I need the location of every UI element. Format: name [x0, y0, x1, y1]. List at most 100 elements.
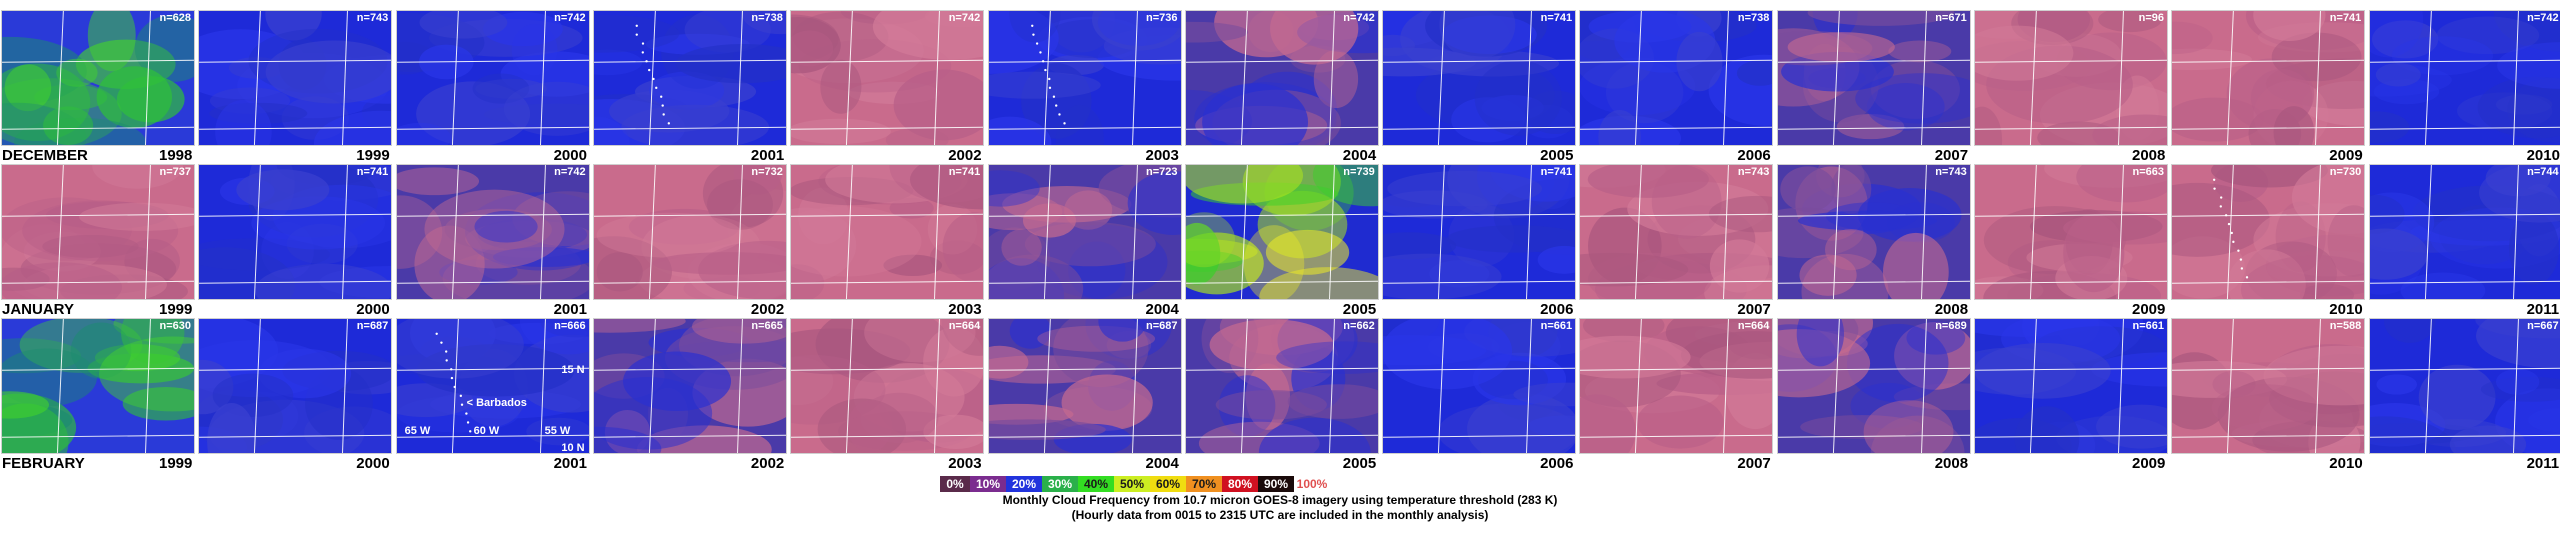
year-label: 2007 — [1737, 455, 1771, 472]
sample-count-label: n=738 — [1737, 12, 1770, 24]
map-label-10n: 10 N — [561, 442, 585, 454]
cloud-frequency-map: n=666 < Barbados 15 N 10 N 65 W 60 W 55 W — [395, 318, 590, 454]
year-label: 2002 — [750, 301, 785, 318]
map-image — [1777, 165, 1970, 299]
sample-count-label: n=741 — [948, 166, 981, 178]
year-label: 2005 — [1540, 147, 1574, 164]
year-label: 2003 — [948, 455, 982, 472]
cloud-frequency-map: n=743 — [198, 10, 393, 146]
map-image — [2369, 165, 2560, 299]
sample-count-label: n=667 — [2527, 320, 2559, 332]
year-label: 1999 — [356, 147, 390, 164]
cloud-frequency-map: n=667 — [2368, 318, 2560, 454]
sample-count-label: n=628 — [159, 12, 192, 24]
cloud-frequency-map: n=743 — [1579, 164, 1774, 300]
map-image — [1580, 165, 1773, 299]
year-label: 2009 — [2329, 147, 2363, 164]
map-image — [2369, 11, 2560, 145]
year-label: 2007 — [1737, 301, 1771, 318]
sample-count-label: n=689 — [1935, 320, 1967, 332]
map-image — [1580, 11, 1773, 145]
cloud-frequency-map: n=737 — [1, 164, 195, 300]
year-label: 2001 — [553, 301, 587, 318]
map-image — [396, 319, 589, 453]
map-image — [988, 319, 1181, 453]
cloud-frequency-map: n=742 — [1184, 10, 1379, 146]
cloud-frequency-map: n=664 — [790, 318, 985, 454]
map-image — [1975, 165, 2167, 299]
sample-count-label: n=687 — [356, 320, 389, 332]
year-label: 2011 — [2526, 301, 2560, 318]
year-label: 2004 — [1342, 147, 1377, 164]
legend-swatch: 40% — [1078, 476, 1114, 492]
legend-swatch: 80% — [1222, 476, 1258, 492]
sample-count-label: n=732 — [751, 166, 783, 178]
sample-count-label: n=661 — [2132, 320, 2165, 332]
map-image — [2172, 165, 2365, 299]
map-image — [2369, 319, 2560, 453]
legend-swatch: 100% — [1294, 476, 1330, 492]
map-image — [791, 319, 984, 453]
map-image — [593, 319, 786, 453]
cloud-frequency-map: n=687 — [198, 318, 393, 454]
year-label: 2004 — [1145, 455, 1179, 472]
year-label: 2009 — [2132, 455, 2166, 472]
year-label: 1999 — [159, 455, 193, 472]
cloud-frequency-map: n=96 — [1974, 10, 2168, 146]
cloud-frequency-map: n=663 — [1974, 164, 2168, 300]
year-label: 2001 — [750, 147, 785, 164]
sample-count-label: n=662 — [1343, 320, 1375, 332]
legend-swatch: 30% — [1042, 476, 1078, 492]
sample-count-label: n=588 — [2329, 320, 2362, 332]
legend-swatch: 10% — [970, 476, 1006, 492]
year-label: 2011 — [2526, 455, 2560, 472]
cloud-frequency-map: n=739 — [1184, 164, 1379, 300]
map-image — [1580, 319, 1773, 453]
year-label: 2000 — [356, 455, 390, 472]
year-label: 2006 — [1737, 147, 1771, 164]
legend-swatch: 60% — [1150, 476, 1186, 492]
sample-count-label: n=664 — [948, 320, 981, 332]
map-image — [1185, 11, 1378, 145]
map-image — [1185, 165, 1378, 299]
sample-count-label: n=741 — [1540, 166, 1573, 178]
sample-count-label: n=742 — [948, 12, 981, 24]
map-label-15n: 15 N — [561, 364, 585, 376]
legend-swatch: 50% — [1114, 476, 1150, 492]
year-label: 2000 — [356, 301, 390, 318]
month-label: FEBRUARY — [2, 455, 85, 472]
map-image — [1777, 11, 1970, 145]
map-image — [1383, 11, 1576, 145]
sample-count-label: n=741 — [356, 166, 389, 178]
sample-count-label: n=742 — [554, 12, 586, 24]
sample-count-label: n=741 — [1540, 12, 1573, 24]
sample-count-label: n=666 — [554, 320, 586, 332]
map-label-65w: 65 W — [404, 425, 431, 437]
cloud-frequency-map: n=662 — [1184, 318, 1379, 454]
sample-count-label: n=96 — [2138, 12, 2164, 24]
year-label: 1999 — [159, 301, 193, 318]
sample-count-label: n=723 — [1146, 166, 1178, 178]
map-image — [2, 11, 194, 145]
sample-count-label: n=661 — [1540, 320, 1573, 332]
cloud-frequency-map: n=730 — [2171, 164, 2366, 300]
cloud-frequency-map: n=742 — [395, 10, 590, 146]
year-label: 2002 — [948, 147, 982, 164]
map-image — [988, 11, 1181, 145]
sample-count-label: n=743 — [356, 12, 389, 24]
year-label: 2003 — [948, 301, 982, 318]
year-label: 2009 — [2132, 301, 2166, 318]
map-image — [988, 165, 1181, 299]
map-image — [2172, 11, 2365, 145]
sample-count-label: n=687 — [1146, 320, 1178, 332]
cloud-frequency-map: n=736 — [987, 10, 1182, 146]
sample-count-label: n=742 — [1343, 12, 1375, 24]
map-image — [2172, 319, 2365, 453]
cloud-frequency-map: n=738 — [1579, 10, 1774, 146]
cloud-frequency-map: n=664 — [1579, 318, 1774, 454]
map-image — [1383, 165, 1576, 299]
legend-swatch: 90% — [1258, 476, 1294, 492]
map-image — [593, 165, 786, 299]
caption-title: Monthly Cloud Frequency from 10.7 micron… — [1002, 493, 1558, 507]
year-label: 2008 — [1934, 301, 1969, 318]
